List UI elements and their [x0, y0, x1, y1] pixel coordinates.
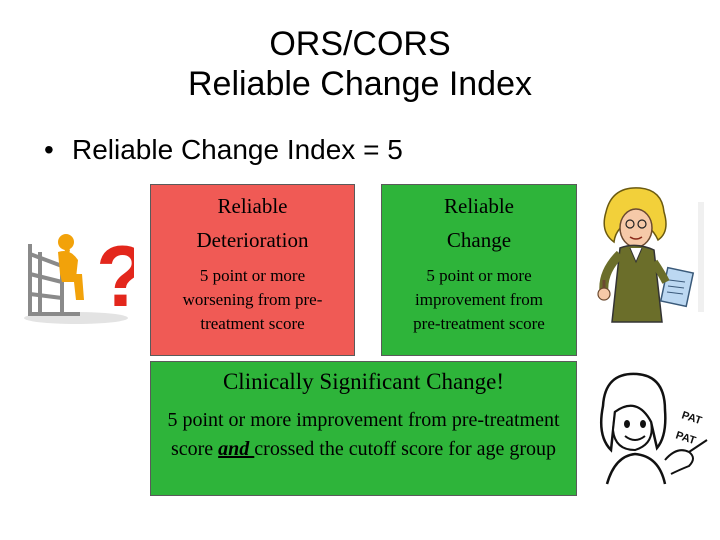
svg-text:?: ? [96, 229, 134, 325]
clinically-significant-change-box: Clinically Significant Change! 5 point o… [150, 361, 577, 496]
bullet-text: Reliable Change Index = 5 [72, 134, 403, 165]
deterioration-description: 5 point or more worsening from pre-treat… [182, 266, 323, 333]
pat-on-back-icon: PAT PAT [585, 366, 713, 494]
bullet-item: • Reliable Change Index = 5 [44, 133, 403, 167]
slide-title: ORS/CORS Reliable Change Index [0, 24, 720, 104]
deterioration-heading-line-2: Deterioration [196, 228, 309, 252]
deterioration-heading-line-1: Reliable [217, 194, 288, 218]
deterioration-heading: Reliable Deterioration [151, 189, 354, 257]
bullet-symbol: • [44, 134, 54, 165]
clinical-description: 5 point or more improvement from pre-tre… [151, 406, 576, 464]
change-description: 5 point or more improvement from pre-tre… [413, 266, 545, 333]
clinical-description-part-2: crossed the cutoff score for age group [254, 438, 557, 460]
title-line-2: Reliable Change Index [187, 65, 533, 103]
reliable-deterioration-box: Reliable Deterioration 5 point or more w… [150, 184, 355, 356]
change-heading-line-2: Change [446, 228, 512, 252]
title-line-1: ORS/CORS [269, 25, 451, 63]
woman-thumbs-up-icon [592, 182, 708, 330]
clinical-description-emphasis: and [218, 438, 255, 460]
clinical-description-part-1: 5 point or more improvement from pre-tre… [167, 409, 560, 460]
clinical-heading: Clinically Significant Change! [222, 369, 505, 394]
thinking-figure-icon: ? [18, 214, 149, 326]
change-heading: Reliable Change [382, 189, 576, 257]
change-heading-line-1: Reliable [444, 194, 514, 218]
reliable-change-box: Reliable Change 5 point or more improvem… [381, 184, 577, 356]
